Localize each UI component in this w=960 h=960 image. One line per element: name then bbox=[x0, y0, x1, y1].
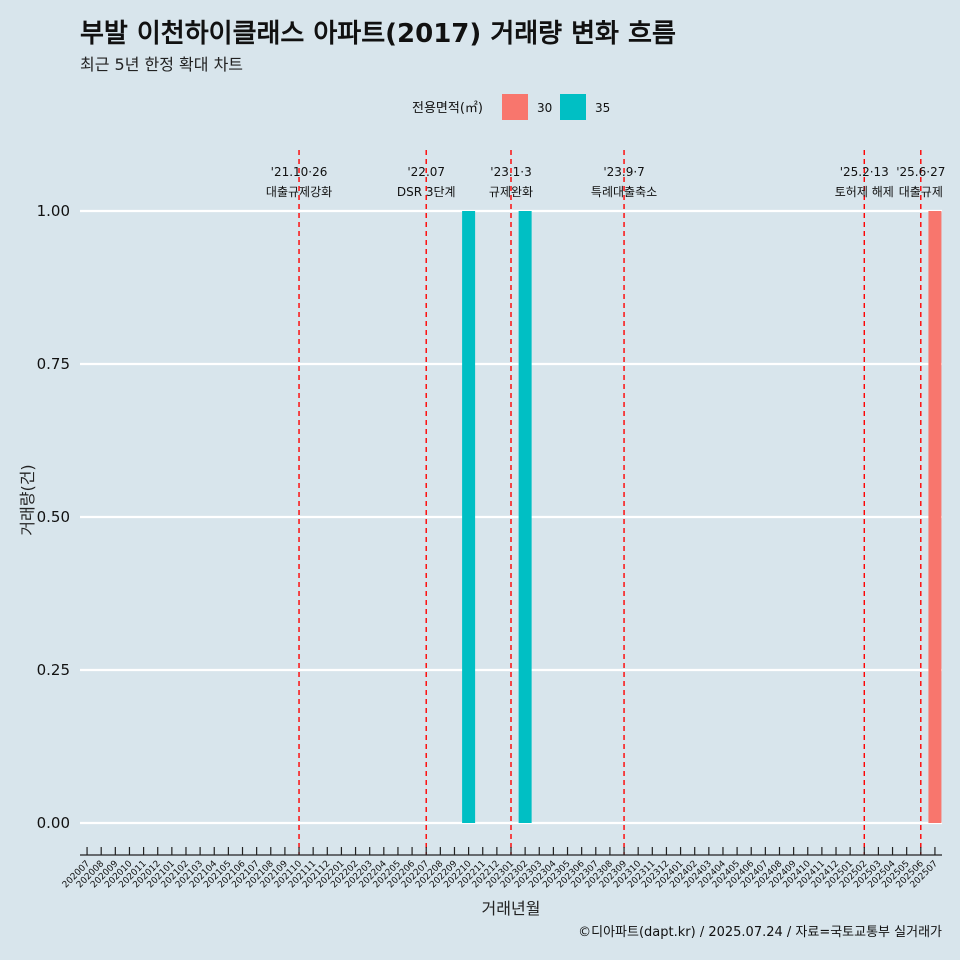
y-axis-title: 거래량(건) bbox=[18, 464, 37, 535]
gridlines bbox=[80, 209, 942, 825]
legend-swatch-30 bbox=[502, 94, 528, 120]
y-tick-label: 0.00 bbox=[37, 814, 70, 832]
legend-label-30: 30 bbox=[537, 101, 552, 115]
policy-label-5: 대출규제 bbox=[899, 185, 943, 199]
chart-title: 부발 이천하이클래스 아파트(2017) 거래량 변화 흐름 bbox=[80, 19, 676, 49]
policy-date-3: '23.9·7 bbox=[603, 165, 644, 179]
y-tick-label: 0.75 bbox=[37, 355, 70, 373]
policy-date-0: '21.10·26 bbox=[271, 165, 328, 179]
bar-35-202210 bbox=[462, 211, 476, 823]
policy-date-1: '22.07 bbox=[407, 165, 445, 179]
x-axis: 2020072020082020092020102020112020122021… bbox=[61, 847, 942, 890]
legend: 전용면적(㎡) 30 35 bbox=[412, 94, 610, 120]
policy-label-2: 규제완화 bbox=[489, 185, 533, 199]
bar-30-202507 bbox=[928, 211, 942, 823]
policy-annotations: '21.10·26 대출규제강화 '22.07 DSR 3단계 '23.1·3 규제완화 '… bbox=[266, 150, 945, 855]
legend-label-35: 35 bbox=[595, 101, 610, 115]
legend-title: 전용면적(㎡) bbox=[412, 101, 483, 116]
legend-swatch-35 bbox=[560, 94, 586, 120]
y-tick-label: 1.00 bbox=[37, 202, 70, 220]
y-tick-label: 0.25 bbox=[37, 661, 70, 679]
policy-label-1: DSR 3단계 bbox=[397, 185, 456, 199]
policy-label-4: 토허제 해제 bbox=[835, 185, 894, 199]
chart-caption: ©디아파트(dapt.kr) / 2025.07.24 / 자료=국토교통부 실… bbox=[578, 925, 942, 940]
policy-date-5: '25.6·27 bbox=[896, 165, 945, 179]
chart-subtitle: 최근 5년 한정 확대 차트 bbox=[80, 55, 243, 74]
policy-label-0: 대출규제강화 bbox=[266, 185, 332, 199]
policy-label-3: 특례대출축소 bbox=[591, 185, 657, 199]
y-tick-label: 0.50 bbox=[37, 508, 70, 526]
policy-date-2: '23.1·3 bbox=[490, 165, 531, 179]
y-axis-ticks: 0.00 0.25 0.50 0.75 1.00 bbox=[37, 202, 70, 832]
x-axis-title: 거래년월 bbox=[482, 899, 541, 918]
policy-date-4: '25.2·13 bbox=[840, 165, 889, 179]
bars bbox=[462, 211, 942, 823]
bar-35-202302 bbox=[518, 211, 532, 823]
